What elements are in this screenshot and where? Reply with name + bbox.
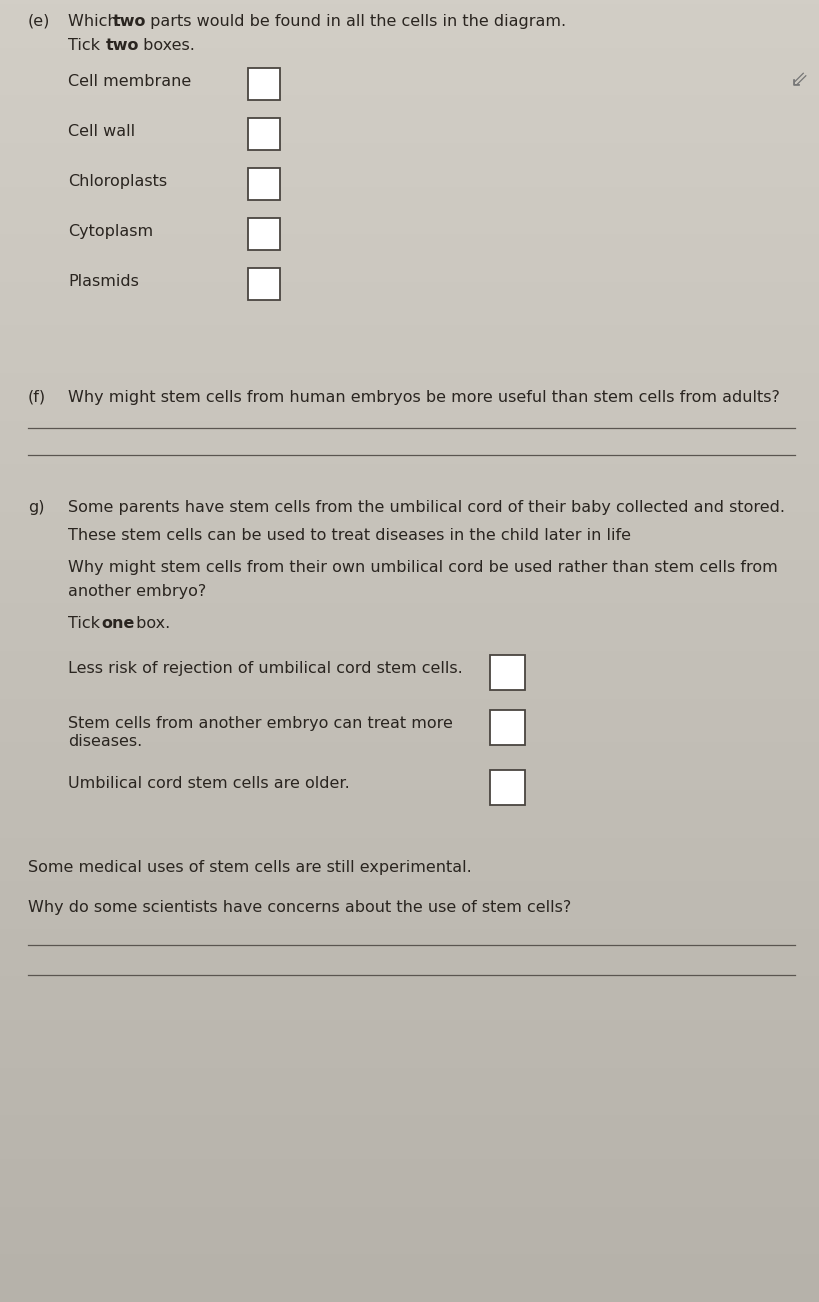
Text: Why might stem cells from human embryos be more useful than stem cells from adul: Why might stem cells from human embryos … bbox=[68, 391, 779, 405]
Text: diseases.: diseases. bbox=[68, 734, 142, 749]
Text: Some parents have stem cells from the umbilical cord of their baby collected and: Some parents have stem cells from the um… bbox=[68, 500, 784, 516]
Text: another embryo?: another embryo? bbox=[68, 585, 206, 599]
Text: Chloroplasts: Chloroplasts bbox=[68, 174, 167, 189]
Bar bbox=[247, 168, 279, 201]
Text: Some medical uses of stem cells are still experimental.: Some medical uses of stem cells are stil… bbox=[28, 861, 471, 875]
Text: Which: Which bbox=[68, 14, 123, 29]
Text: one: one bbox=[101, 616, 134, 631]
Text: parts would be found in all the cells in the diagram.: parts would be found in all the cells in… bbox=[145, 14, 565, 29]
Text: box.: box. bbox=[131, 616, 170, 631]
Bar bbox=[247, 118, 279, 150]
Text: two: two bbox=[113, 14, 147, 29]
Text: g): g) bbox=[28, 500, 44, 516]
Text: These stem cells can be used to treat diseases in the child later in life: These stem cells can be used to treat di… bbox=[68, 529, 631, 543]
Text: boxes.: boxes. bbox=[138, 38, 195, 53]
Text: ⇙: ⇙ bbox=[789, 70, 808, 90]
Text: Cytoplasm: Cytoplasm bbox=[68, 224, 153, 240]
Text: Why do some scientists have concerns about the use of stem cells?: Why do some scientists have concerns abo… bbox=[28, 900, 571, 915]
Text: Less risk of rejection of umbilical cord stem cells.: Less risk of rejection of umbilical cord… bbox=[68, 661, 462, 676]
Bar bbox=[247, 68, 279, 100]
Bar bbox=[490, 655, 524, 690]
Text: two: two bbox=[106, 38, 139, 53]
Bar bbox=[247, 217, 279, 250]
Text: Cell membrane: Cell membrane bbox=[68, 74, 191, 89]
Text: Tick: Tick bbox=[68, 38, 105, 53]
Bar bbox=[490, 710, 524, 745]
Bar bbox=[247, 268, 279, 299]
Text: (e): (e) bbox=[28, 14, 50, 29]
Text: Umbilical cord stem cells are older.: Umbilical cord stem cells are older. bbox=[68, 776, 350, 792]
Bar bbox=[490, 769, 524, 805]
Text: Stem cells from another embryo can treat more: Stem cells from another embryo can treat… bbox=[68, 716, 452, 730]
Text: Tick: Tick bbox=[68, 616, 105, 631]
Text: Cell wall: Cell wall bbox=[68, 124, 135, 139]
Text: (f): (f) bbox=[28, 391, 46, 405]
Text: Why might stem cells from their own umbilical cord be used rather than stem cell: Why might stem cells from their own umbi… bbox=[68, 560, 776, 575]
Text: Plasmids: Plasmids bbox=[68, 273, 138, 289]
